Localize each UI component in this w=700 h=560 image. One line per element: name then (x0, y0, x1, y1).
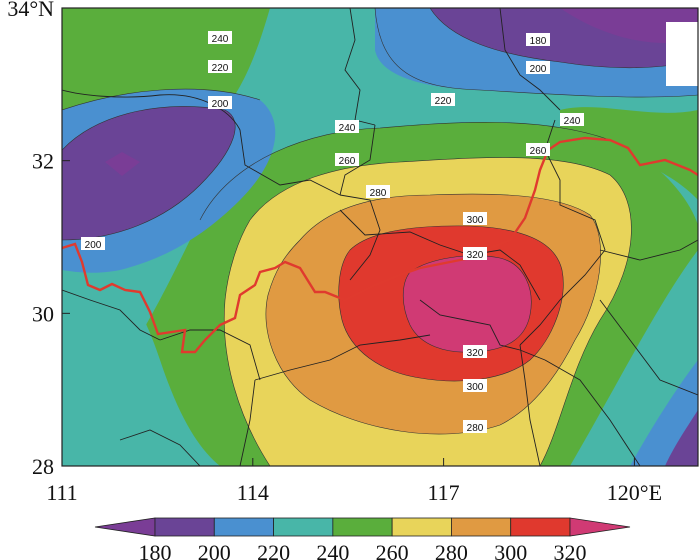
contour-label: 200 (81, 237, 105, 251)
colorbar-label: 240 (316, 540, 349, 560)
svg-text:200: 200 (530, 64, 547, 75)
contour-label: 240 (208, 31, 232, 45)
no-data-patch (666, 22, 698, 86)
colorbar-segment (510, 517, 571, 537)
fill-180-200-lowright (665, 410, 698, 466)
contour-label: 280 (463, 420, 487, 434)
svg-text:260: 260 (530, 146, 547, 157)
svg-text:320: 320 (467, 250, 484, 261)
colorbar-segment (94, 517, 156, 537)
colorbar-segment (273, 517, 334, 537)
fill-below-180-top (560, 8, 698, 44)
fill-240-260-right (560, 107, 698, 200)
contour-label: 180 (526, 33, 550, 47)
svg-text:320: 320 (467, 348, 484, 359)
colorbar-segment (451, 517, 512, 537)
svg-text:240: 240 (564, 116, 581, 127)
lon-tick-label: 120°E (607, 480, 662, 505)
plot-frame (61, 7, 699, 467)
province-boundaries (62, 8, 698, 466)
svg-text:300: 300 (467, 215, 484, 226)
axis-ticks (61, 7, 635, 467)
contour-field: 240 220 200 180 200 220 240 240 260 260 … (62, 8, 698, 466)
colorbar-label: 200 (198, 540, 231, 560)
axis-tick-labels: 28 30 32 34°N 111 114 117 120°E (7, 0, 662, 505)
colorbar-label: 220 (257, 540, 290, 560)
contour-label: 300 (463, 212, 487, 226)
lon-tick-label: 111 (46, 480, 77, 505)
contour-label: 320 (463, 247, 487, 261)
colorbar-segment (569, 517, 631, 537)
lon-tick-label: 117 (428, 480, 460, 505)
svg-text:220: 220 (435, 96, 452, 107)
fill-above-320 (403, 255, 532, 353)
contour-label: 200 (208, 96, 232, 110)
lat-tick-label: 34°N (7, 0, 54, 21)
contour-label: 320 (463, 345, 487, 359)
svg-text:240: 240 (212, 34, 229, 45)
colorbar-label: 300 (494, 540, 527, 560)
svg-text:280: 280 (467, 423, 484, 434)
lat-tick-label: 28 (32, 454, 54, 479)
svg-text:280: 280 (370, 188, 387, 199)
contour-lines (62, 8, 698, 466)
colorbar-label: 180 (139, 540, 172, 560)
lat-tick-label: 30 (32, 301, 54, 326)
region-boundary (62, 136, 698, 354)
svg-text:200: 200 (212, 99, 229, 110)
svg-text:220: 220 (212, 63, 229, 74)
contour-labels: 240 220 200 180 200 220 240 240 260 260 … (81, 31, 584, 434)
contour-label: 200 (526, 61, 550, 75)
colorbar-label: 320 (554, 540, 587, 560)
lat-tick-label: 32 (32, 149, 54, 174)
contour-label: 300 (463, 379, 487, 393)
contour-label: 240 (560, 113, 584, 127)
colorbar-label: 280 (435, 540, 468, 560)
svg-text:260: 260 (339, 156, 356, 167)
svg-text:180: 180 (530, 36, 547, 47)
fill-220-240-lowleft (62, 240, 220, 466)
svg-text:240: 240 (339, 123, 356, 134)
colorbar-segment (391, 517, 452, 537)
contour-label: 220 (431, 93, 455, 107)
fill-below-180-left (105, 152, 140, 176)
contour-label: 220 (208, 60, 232, 74)
contour-label: 240 (335, 120, 359, 134)
colorbar-segment (154, 517, 215, 537)
contour-label: 260 (526, 143, 550, 157)
svg-text:200: 200 (85, 240, 102, 251)
contour-label: 280 (366, 185, 390, 199)
svg-text:300: 300 (467, 382, 484, 393)
colorbar-label: 260 (376, 540, 409, 560)
colorbar-segment (213, 517, 274, 537)
contour-label: 260 (335, 153, 359, 167)
fill-180-200-left (62, 106, 236, 240)
lon-tick-label: 114 (237, 480, 269, 505)
colorbar-segment (332, 517, 393, 537)
colorbar: 180 200 220 240 260 280 300 320 (94, 517, 631, 560)
